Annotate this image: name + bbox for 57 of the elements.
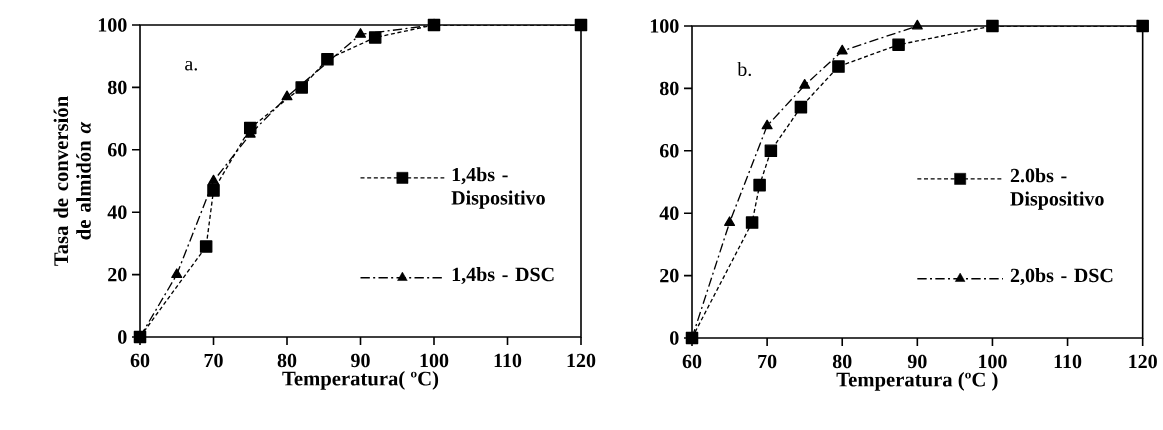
y-tick-label: 80 bbox=[659, 81, 679, 96]
point bbox=[724, 216, 736, 227]
y-tick-label: 100 bbox=[650, 19, 679, 33]
legend-label: 1,4bs - Dispositivo bbox=[451, 167, 545, 209]
point bbox=[892, 38, 905, 51]
point bbox=[295, 81, 308, 94]
x-tick-label: 100 bbox=[420, 353, 449, 368]
point bbox=[986, 19, 999, 33]
legend-label: 2.0bs - Dispositivo bbox=[1010, 168, 1104, 210]
x-tick-label: 70 bbox=[758, 354, 777, 369]
y-tick-label: 20 bbox=[660, 268, 679, 283]
y-tick-label: 60 bbox=[107, 143, 127, 157]
point bbox=[207, 174, 220, 185]
x-tick-label: 110 bbox=[1054, 354, 1082, 369]
point bbox=[911, 19, 923, 30]
point bbox=[1136, 19, 1149, 33]
point bbox=[368, 31, 382, 44]
point bbox=[281, 90, 293, 101]
x-tick-label: 60 bbox=[682, 354, 702, 369]
legend-label: 1,4bs - DSC bbox=[452, 267, 554, 285]
y-tick-label: 40 bbox=[107, 205, 127, 219]
point bbox=[761, 119, 773, 130]
x-axis-title: Temperatura( ºC) bbox=[282, 371, 439, 390]
point bbox=[574, 18, 588, 32]
y-tick-label: 80 bbox=[107, 80, 127, 95]
point bbox=[764, 144, 778, 158]
y-tick-label: 0 bbox=[118, 330, 127, 344]
point bbox=[745, 216, 759, 229]
y-tick-label: 40 bbox=[659, 206, 679, 220]
y-tick-label: 100 bbox=[98, 18, 127, 32]
x-axis-title: Temperatura (ºC ) bbox=[836, 372, 998, 391]
x-tick-label: 100 bbox=[979, 354, 1007, 369]
y-tick-label: 60 bbox=[659, 144, 679, 158]
point bbox=[207, 184, 220, 197]
x-tick-label: 90 bbox=[351, 353, 370, 368]
x-tick-label: 110 bbox=[494, 353, 522, 368]
x-tick-label: 80 bbox=[832, 354, 852, 369]
point bbox=[321, 53, 334, 66]
annotation: a. bbox=[185, 60, 197, 71]
x-tick-label: 60 bbox=[130, 353, 150, 368]
annotation: b. bbox=[737, 61, 751, 77]
x-tick-label: 80 bbox=[277, 353, 297, 368]
x-tick-label: 70 bbox=[204, 353, 223, 368]
point bbox=[794, 100, 808, 114]
point bbox=[836, 44, 848, 55]
x-tick-label: 120 bbox=[1129, 354, 1157, 369]
point bbox=[753, 178, 766, 192]
point bbox=[832, 60, 845, 73]
x-tick-label: 120 bbox=[567, 353, 596, 368]
point bbox=[171, 268, 183, 279]
point bbox=[354, 28, 367, 38]
point bbox=[799, 79, 811, 89]
x-tick-label: 90 bbox=[907, 354, 927, 369]
y-tick-label: 0 bbox=[670, 331, 679, 345]
point bbox=[199, 240, 213, 253]
legend-label: 2,0bs - DSC bbox=[1010, 268, 1113, 286]
y-tick-label: 20 bbox=[108, 267, 127, 282]
